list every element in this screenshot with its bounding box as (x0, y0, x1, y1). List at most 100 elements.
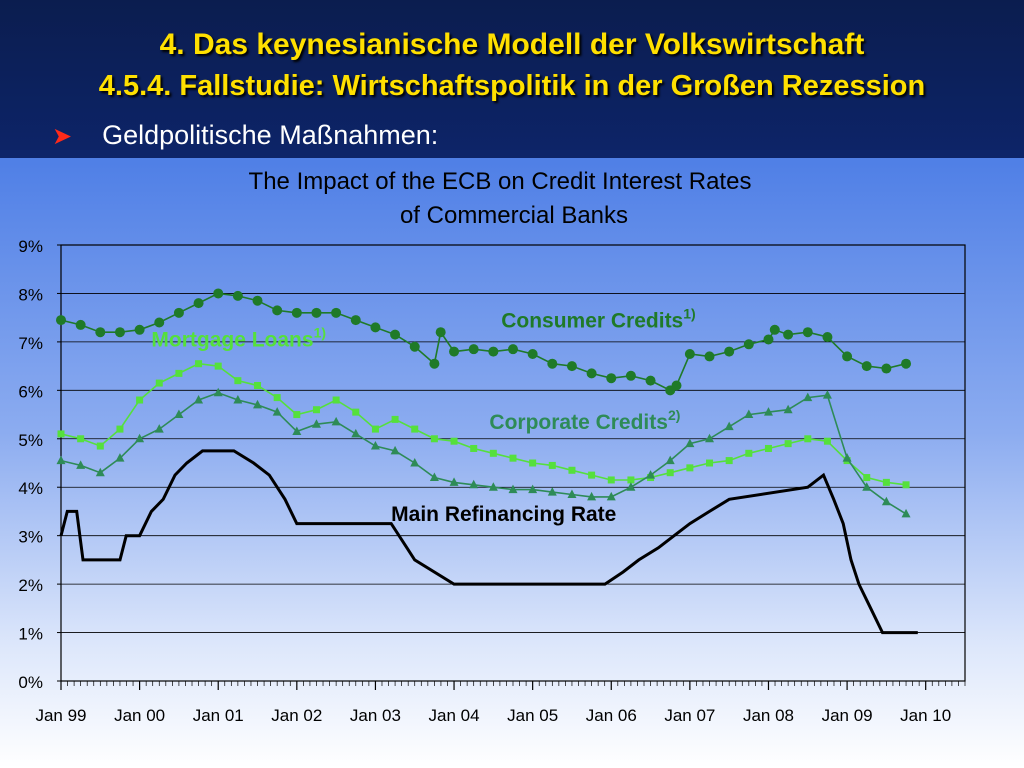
corporate-credits-point (390, 445, 400, 455)
consumer-credits-point (134, 324, 145, 335)
corporate-credits-point (665, 455, 675, 465)
corporate-credits-point (842, 453, 852, 462)
mortgage-loans-point (175, 369, 183, 377)
corporate-credits-point (95, 467, 105, 477)
corporate-credits-point (56, 455, 66, 465)
corporate-credits-point (646, 470, 656, 479)
corporate-credits-point (705, 433, 715, 443)
mortgage-loans-point (509, 454, 517, 462)
mortgage-loans-point (745, 449, 753, 457)
y-tick-label: 9% (18, 237, 43, 256)
mortgage-loans-point (882, 478, 890, 486)
mortgage-loans-label: Mortgage Loans1) (151, 325, 326, 352)
corporate-credits-point (803, 392, 813, 402)
x-tick-label: Jan 07 (664, 706, 715, 725)
mortgage-loans-point (273, 394, 281, 402)
consumer-credits-point (842, 351, 853, 362)
corporate-credits-point (115, 453, 125, 462)
corporate-credits-point (174, 409, 184, 419)
y-tick-label: 0% (18, 673, 43, 692)
mortgage-loans-line (60, 362, 907, 486)
mortgage-loans-point (155, 379, 163, 387)
mortgage-loans-point (352, 408, 360, 416)
main-refinancing-rate-label: Main Refinancing Rate (391, 503, 616, 526)
slide-subtitle: 4.5.4. Fallstudie: Wirtschaftspolitik in… (98, 70, 926, 102)
y-tick-label: 3% (18, 528, 43, 547)
consumer-credits-point (822, 332, 833, 343)
consumer-credits-point (95, 327, 106, 338)
consumer-credits-point (508, 344, 518, 355)
y-tick-label: 5% (18, 431, 43, 450)
consumer-credits-point (252, 295, 263, 306)
mortgage-loans-point (332, 396, 340, 404)
corporate-credits-point (135, 433, 145, 443)
mortgage-loans-point (450, 437, 458, 445)
x-tick-label: Jan 06 (586, 706, 637, 725)
consumer-credits-point (743, 339, 754, 350)
x-tick-label: Jan 99 (35, 706, 86, 725)
consumer-credits-point (763, 334, 774, 345)
consumer-credits-point (783, 329, 794, 340)
main-refinancing-rate-line (59, 449, 918, 635)
consumer-credits-point (435, 327, 446, 338)
mortgage-loans-point (214, 362, 222, 370)
consumer-credits-point (173, 307, 184, 318)
mortgage-loans-point (391, 415, 399, 423)
x-tick-label: Jan 00 (114, 706, 165, 725)
mortgage-loans-point (489, 449, 497, 457)
consumer-credits-point (390, 329, 401, 340)
corporate-credits-point (253, 399, 263, 409)
consumer-credits-label-note: 1) (683, 305, 695, 321)
mortgage-loans-label-note: 1) (314, 325, 326, 341)
mortgage-loans-point (234, 377, 242, 385)
x-tick-label: Jan 05 (507, 706, 558, 725)
x-tick-label: Jan 08 (743, 706, 794, 725)
mortgage-loans-point (686, 464, 694, 472)
corporate-credits-point (429, 472, 439, 482)
mortgage-loans-point (607, 476, 615, 484)
consumer-credits-point (311, 307, 322, 318)
corporate-credits-point (213, 387, 223, 397)
consumer-credits-point (606, 373, 617, 384)
consumer-credits-point (769, 324, 780, 335)
consumer-credits-label: Consumer Credits1) (501, 305, 696, 332)
mortgage-loans-point (823, 437, 831, 445)
corporate-credits-point (233, 395, 243, 404)
mortgage-loans-point (725, 457, 733, 465)
consumer-credits-point (75, 319, 86, 330)
consumer-credits-point (370, 322, 381, 333)
y-tick-label: 4% (18, 479, 43, 498)
consumer-credits-point (724, 346, 735, 357)
consumer-credits-point (566, 361, 577, 372)
corporate-credits-point (194, 395, 204, 404)
consumer-credits-point (409, 341, 420, 352)
corporate-credits-point (567, 489, 577, 498)
mortgage-loans-point (430, 435, 438, 443)
mortgage-loans-point (627, 476, 635, 484)
consumer-credits-point (704, 351, 715, 362)
x-tick-label: Jan 04 (429, 706, 480, 725)
corporate-credits-point (606, 491, 616, 501)
corporate-credits-point (547, 487, 557, 496)
mortgage-loans-point (96, 442, 104, 450)
consumer-credits-point (488, 346, 499, 357)
consumer-credits-point (861, 361, 872, 372)
arrow-bullet-icon: ➤ (52, 123, 73, 150)
mortgage-loans-point (57, 430, 65, 438)
consumer-credits-point (291, 307, 302, 318)
mortgage-loans-point (902, 481, 910, 489)
consumer-credits-point (586, 368, 597, 379)
y-tick-label: 6% (18, 382, 43, 401)
corporate-credits-point (331, 416, 341, 426)
consumer-credits-point (114, 327, 125, 338)
corporate-credits-point (685, 438, 695, 448)
mortgage-loans-point (77, 435, 85, 443)
bullet-text: Geldpolitische Maßnahmen: (102, 120, 439, 150)
corporate-credits-point (901, 508, 911, 518)
mortgage-loans-point (312, 406, 320, 414)
mortgage-loans-point (411, 425, 419, 433)
line-chart: The Impact of the ECB on Credit Interest… (18, 168, 966, 725)
mortgage-loans-point (804, 435, 812, 443)
y-tick-label: 1% (18, 625, 43, 644)
mortgage-loans-point (863, 474, 871, 482)
